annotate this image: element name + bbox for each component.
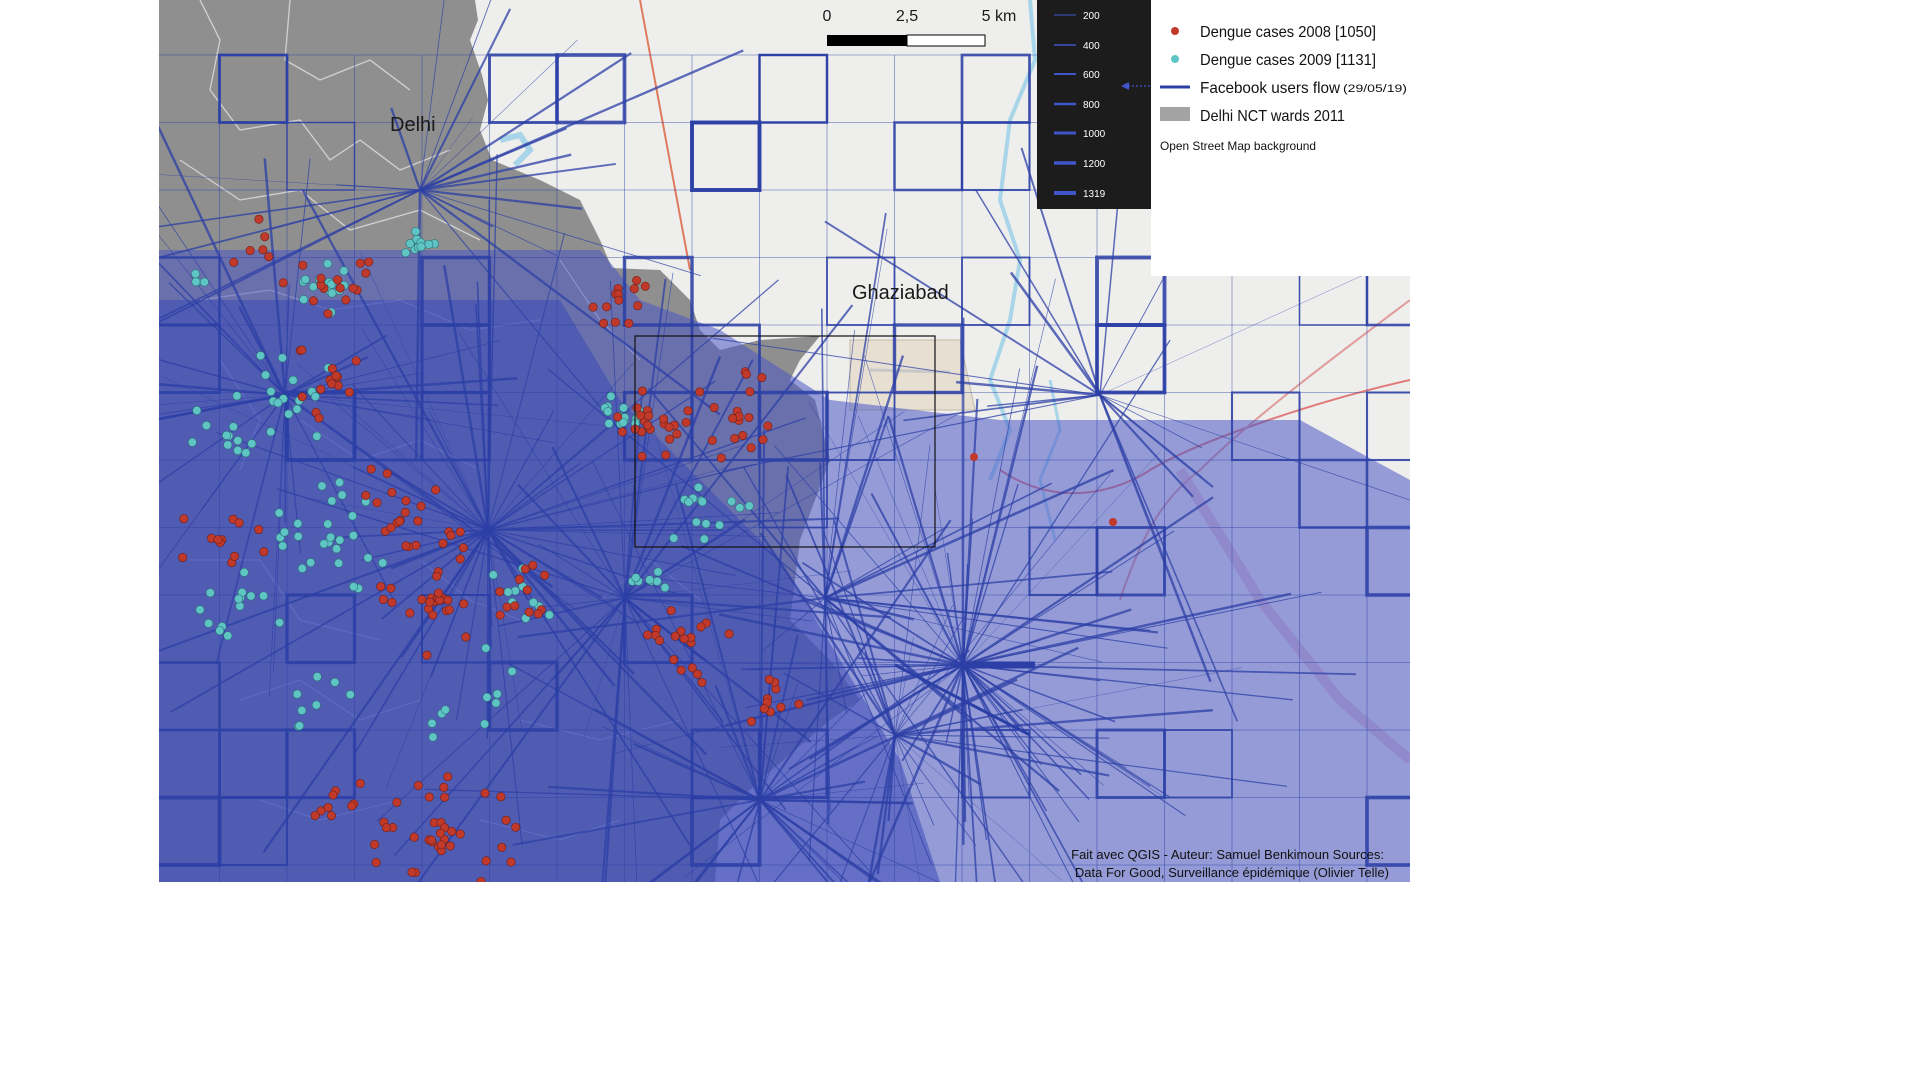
legend-swatch-2008 bbox=[1171, 27, 1179, 35]
airport-runway bbox=[869, 368, 951, 374]
legend-label-2009: Dengue cases 2009 [1131] bbox=[1200, 52, 1376, 69]
flow-legend-600: 600 bbox=[1083, 70, 1100, 81]
flow-legend-200: 200 bbox=[1083, 11, 1100, 22]
scale-label-end: 5 km bbox=[982, 8, 1017, 25]
dengue-2009-points bbox=[187, 227, 754, 742]
flow-rays bbox=[159, 0, 1410, 882]
legend-label-flow: Facebook users flow bbox=[1200, 80, 1340, 97]
flow-width-legend: 200 400 600 800 1000 1200 1319 bbox=[1037, 0, 1158, 209]
airport-zone bbox=[849, 339, 976, 411]
map-legend: Dengue cases 2008 [1050] Dengue cases 20… bbox=[1151, 0, 1410, 276]
flow-legend-1200: 1200 bbox=[1083, 159, 1106, 170]
credit-line-2: Data For Good, Surveillance épidémique (… bbox=[1075, 865, 1389, 880]
flow-legend-800: 800 bbox=[1083, 100, 1100, 111]
legend-swatch-wards bbox=[1160, 107, 1190, 121]
place-label-delhi: Delhi bbox=[390, 114, 436, 136]
scale-label-mid: 2,5 bbox=[896, 8, 918, 25]
legend-label-flow-date: (29/05/19) bbox=[1343, 83, 1407, 95]
legend-swatch-2009 bbox=[1171, 55, 1179, 63]
credit-line-1: Fait avec QGIS - Auteur: Samuel Benkimou… bbox=[1071, 847, 1384, 862]
river-hindon bbox=[987, 0, 1038, 481]
legend-label-wards: Delhi NCT wards 2011 bbox=[1200, 108, 1345, 125]
flow-legend-400: 400 bbox=[1083, 41, 1100, 52]
scale-label-0: 0 bbox=[823, 8, 832, 25]
scale-bar: 0 2,5 5 km bbox=[823, 8, 1017, 47]
map-canvas: Delhi Ghaziabad 0 2,5 5 km 200 400 600 8… bbox=[159, 0, 1410, 882]
map-figure: Delhi Ghaziabad 0 2,5 5 km 200 400 600 8… bbox=[159, 0, 1410, 882]
flow-legend-1000: 1000 bbox=[1083, 129, 1106, 140]
railway-line bbox=[639, 0, 691, 271]
flow-legend-1319: 1319 bbox=[1083, 189, 1106, 200]
place-label-ghaziabad: Ghaziabad bbox=[852, 282, 949, 304]
dengue-2008-points bbox=[178, 214, 1117, 882]
legend-label-background: Open Street Map background bbox=[1160, 139, 1316, 153]
legend-label-2008: Dengue cases 2008 [1050] bbox=[1200, 24, 1376, 41]
zoom-box bbox=[634, 335, 936, 548]
river-canal bbox=[499, 131, 534, 168]
